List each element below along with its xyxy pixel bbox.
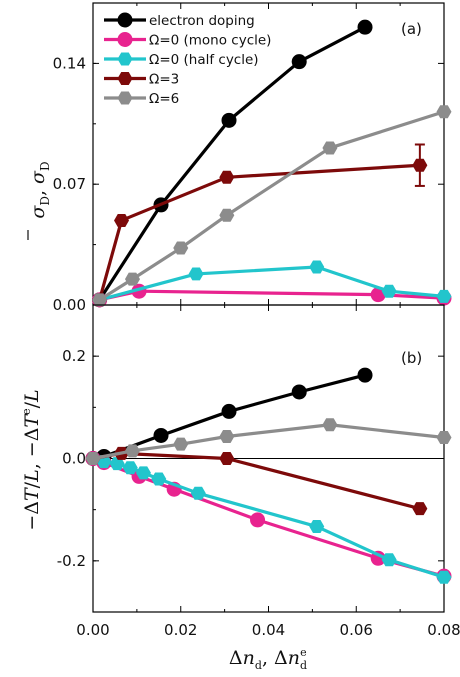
data-point bbox=[85, 452, 101, 465]
panel-b-label: (b) bbox=[401, 349, 422, 367]
data-point bbox=[124, 444, 140, 458]
legend-swatch-marker bbox=[117, 91, 133, 105]
x-tick-label: 0.08 bbox=[427, 621, 460, 639]
data-point bbox=[173, 437, 189, 451]
data-point bbox=[173, 241, 189, 255]
data-point bbox=[436, 431, 452, 445]
data-point bbox=[221, 403, 237, 419]
y-axis-label-a: σD, σD bbox=[27, 161, 52, 240]
data-point bbox=[109, 457, 125, 471]
y-tick-label: 0.00 bbox=[53, 296, 86, 314]
data-point bbox=[412, 502, 428, 516]
data-point bbox=[219, 452, 235, 465]
data-point bbox=[92, 293, 108, 307]
data-point bbox=[436, 289, 452, 303]
series-line bbox=[98, 110, 445, 302]
data-point bbox=[221, 112, 237, 128]
data-point bbox=[114, 213, 130, 227]
y-tick-label: 0.2 bbox=[62, 347, 86, 365]
data-point bbox=[291, 54, 307, 70]
data-point bbox=[291, 384, 307, 400]
data-point bbox=[357, 367, 373, 383]
svg-text:Δnd, Δnde: Δnd, Δnde bbox=[229, 646, 307, 672]
data-point bbox=[219, 208, 235, 222]
data-point bbox=[153, 427, 169, 443]
y-tick-label: -0.2 bbox=[57, 552, 86, 570]
x-tick-label: 0.06 bbox=[340, 621, 373, 639]
y-axis-label-b: −ΔT/L, −ΔTe/L bbox=[20, 389, 43, 530]
data-point bbox=[412, 158, 428, 172]
legend: electron doping Ω=0 (mono cycle) Ω=0 (half… bbox=[104, 12, 271, 107]
data-point bbox=[322, 418, 338, 432]
data-point bbox=[219, 430, 235, 443]
legend-label: Ω=0 (half cycle) bbox=[149, 52, 259, 68]
data-point bbox=[122, 461, 138, 475]
svg-text:−ΔT/L, −ΔTe/L: −ΔT/L, −ΔTe/L bbox=[20, 389, 43, 530]
data-point bbox=[219, 170, 235, 184]
series-line bbox=[98, 25, 366, 301]
data-point bbox=[381, 284, 397, 298]
y-tick-label: 0.0 bbox=[62, 450, 86, 468]
x-axis-label: Δnd, Δnde bbox=[229, 646, 307, 672]
data-point bbox=[135, 466, 151, 480]
data-point bbox=[151, 472, 167, 486]
legend-swatch-marker bbox=[117, 52, 133, 66]
panel-a-series bbox=[92, 19, 452, 308]
legend-swatch-marker bbox=[117, 12, 133, 28]
legend-swatch-marker bbox=[117, 72, 133, 85]
data-point bbox=[436, 570, 452, 584]
x-tick-label: 0.02 bbox=[164, 621, 197, 639]
data-point bbox=[322, 141, 338, 155]
data-point bbox=[124, 272, 140, 286]
x-tick-label: 0.00 bbox=[76, 621, 109, 639]
panel-b-ticks: -0.2 0.0 0.2 bbox=[57, 305, 445, 612]
data-point bbox=[188, 267, 204, 281]
series-line bbox=[98, 163, 420, 301]
panel-b-series bbox=[85, 367, 452, 584]
data-point bbox=[190, 486, 206, 500]
data-point bbox=[309, 260, 325, 274]
y-tick-label: 0.07 bbox=[53, 175, 86, 193]
panel-b: -0.2 0.0 0.2 (b) bbox=[57, 304, 452, 613]
legend-swatch-marker bbox=[117, 32, 133, 47]
x-axis-ticks: 0.00 0.02 0.04 0.06 0.08 bbox=[76, 621, 460, 639]
legend-label: Ω=0 (mono cycle) bbox=[149, 33, 271, 49]
data-point bbox=[436, 105, 452, 119]
panel-a: 0.00 0.07 0.14 (a) electron doping Ω=0 (mon… bbox=[53, 2, 452, 314]
panel-a-ticks: 0.00 0.07 0.14 bbox=[53, 3, 445, 314]
legend-label: Ω=6 bbox=[149, 91, 179, 107]
legend-label: Ω=3 bbox=[149, 72, 179, 88]
data-point bbox=[357, 19, 373, 35]
x-tick-label: 0.04 bbox=[252, 621, 285, 639]
y-tick-label: 0.14 bbox=[53, 54, 86, 72]
svg-text:σD, σD: σD, σD bbox=[27, 161, 52, 218]
legend-label: electron doping bbox=[149, 13, 255, 29]
panel-a-label: (a) bbox=[401, 20, 422, 38]
data-point bbox=[309, 520, 325, 534]
data-point bbox=[250, 512, 266, 528]
data-point bbox=[381, 553, 397, 567]
